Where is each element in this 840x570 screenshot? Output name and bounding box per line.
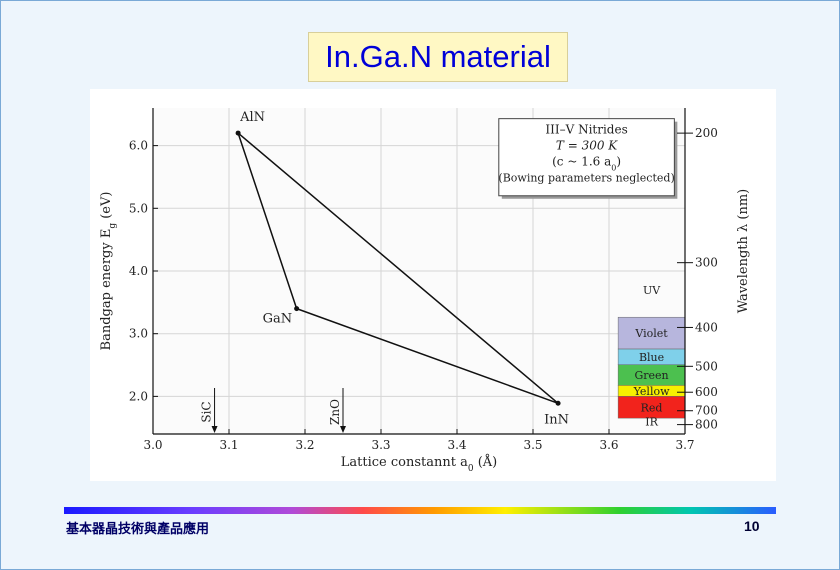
- point-label: GaN: [263, 312, 293, 327]
- legend-line: T = 300 K: [556, 139, 618, 153]
- y2-tick-label: 800: [695, 418, 718, 432]
- x-tick-label: 3.6: [599, 438, 618, 452]
- y-tick-label: 6.0: [129, 139, 148, 153]
- substrate-arrow: [211, 426, 218, 433]
- slide-title: In.Ga.N material: [308, 32, 568, 82]
- footer-text: 基本器晶技術與產品應用: [66, 522, 210, 537]
- x-tick-label: 3.5: [523, 438, 542, 452]
- y2-tick-label: 700: [695, 404, 718, 418]
- nitride-triangle: [236, 130, 559, 404]
- data-point: [555, 400, 561, 406]
- chart-panel: UV Violet Blue Green Yellow Red IR III–V Nitrid…: [90, 89, 776, 481]
- legend-box: [498, 118, 675, 197]
- substrate-label: ZnO: [328, 399, 342, 425]
- y-tick-label: 2.0: [129, 389, 148, 403]
- data-point: [235, 130, 241, 136]
- y-tick-label: 3.0: [129, 327, 148, 341]
- point-label: AlN: [239, 110, 265, 125]
- spectrum-label: Blue: [639, 351, 664, 364]
- y2-tick-label: 600: [695, 385, 718, 399]
- spectrum-label: UV: [643, 284, 661, 297]
- x-tick-label: 3.4: [447, 438, 466, 452]
- substrate-arrow: [340, 426, 346, 433]
- substrate-label: SiC: [200, 401, 214, 422]
- point-label: InN: [544, 412, 569, 427]
- spectrum-label: Yellow: [633, 385, 670, 398]
- x-tick-label: 3.7: [675, 438, 694, 452]
- y-tick-label: 4.0: [129, 264, 148, 278]
- rainbow-divider: [64, 507, 776, 514]
- y2-tick-label: 500: [695, 359, 718, 373]
- x-axis-label: Lattice constannt a0 (Å): [341, 454, 497, 474]
- x-tick-label: 3.0: [143, 438, 162, 452]
- y2-tick-label: 200: [695, 126, 718, 140]
- page-number: 10: [744, 518, 760, 534]
- x-tick-label: 3.1: [219, 438, 238, 452]
- x-tick-label: 3.3: [371, 438, 390, 452]
- legend-line: III–V Nitrides: [545, 123, 627, 137]
- y2-axis-label: Wavelength λ (nm): [736, 189, 751, 314]
- spectrum-label: Violet: [634, 327, 668, 340]
- y2-tick-label: 400: [695, 320, 718, 334]
- spectrum-label: Red: [641, 401, 663, 414]
- legend-line: (Bowing parameters neglected): [498, 172, 674, 185]
- y-tick-label: 5.0: [129, 201, 148, 215]
- y-axis-label: Bandgap energy Eg (eV): [99, 192, 118, 351]
- spectrum-label: IR: [645, 415, 658, 428]
- spectrum-label: Green: [634, 369, 668, 382]
- legend-line: (c ~ 1.6 a0): [552, 155, 621, 173]
- data-point: [294, 306, 300, 312]
- y2-tick-label: 300: [695, 256, 718, 270]
- x-tick-label: 3.2: [295, 438, 314, 452]
